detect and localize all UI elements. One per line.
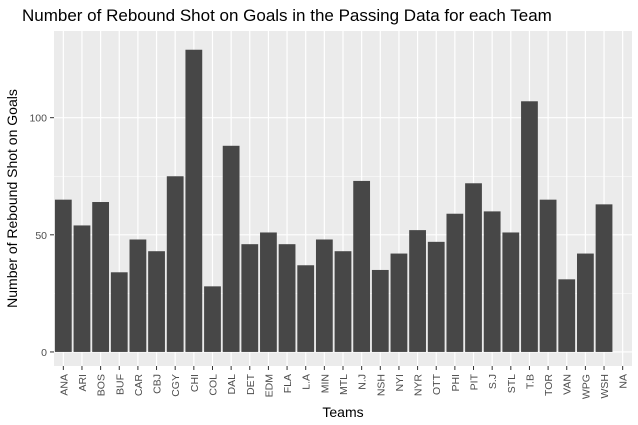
bar-phi bbox=[446, 213, 464, 352]
x-tick-label: EDM bbox=[263, 374, 275, 397]
bar-fla bbox=[278, 244, 296, 352]
bar-col bbox=[204, 286, 221, 352]
x-tick-label: BUF bbox=[114, 374, 126, 395]
x-tick-label: NA bbox=[618, 374, 630, 389]
x-tick-label: WPG bbox=[580, 374, 592, 399]
x-tick-label: VAN bbox=[562, 374, 574, 395]
x-tick-label: STL bbox=[506, 374, 518, 393]
x-tick-label: MTL bbox=[338, 374, 350, 395]
bar-det bbox=[241, 244, 259, 352]
bar-pit bbox=[465, 183, 482, 352]
x-tick-label: DET bbox=[245, 373, 257, 395]
x-axis-title: Teams bbox=[322, 404, 363, 420]
y-tick-label: 100 bbox=[29, 113, 47, 125]
bar-la bbox=[297, 265, 315, 352]
x-tick-label: COL bbox=[207, 374, 219, 396]
x-tick-label: CBJ bbox=[152, 374, 164, 394]
x-tick-label: CGY bbox=[170, 374, 182, 397]
x-tick-label: CAR bbox=[133, 374, 145, 397]
bar-van bbox=[558, 279, 576, 352]
bar-tb bbox=[521, 101, 538, 352]
bar-car bbox=[129, 239, 147, 352]
bar-tor bbox=[539, 199, 557, 352]
x-tick-label: DAL bbox=[226, 374, 238, 395]
bar-chi bbox=[185, 49, 203, 352]
x-tick-label: WSH bbox=[599, 374, 611, 399]
bar-stl bbox=[502, 232, 520, 352]
bar-bos bbox=[92, 202, 110, 352]
bar-ana bbox=[54, 199, 72, 352]
bar-nyr bbox=[409, 230, 426, 352]
bar-nyi bbox=[390, 253, 408, 352]
bar-wpg bbox=[576, 253, 594, 352]
x-tick-label: NSH bbox=[375, 374, 387, 396]
x-tick-label: NYI bbox=[394, 374, 406, 392]
x-tick-label: PHI bbox=[450, 374, 462, 392]
y-tick-label: 50 bbox=[35, 230, 47, 242]
bar-wsh bbox=[595, 204, 613, 352]
bar-buf bbox=[110, 272, 128, 352]
bar-nj bbox=[353, 180, 371, 352]
x-tick-label: T.B bbox=[524, 374, 536, 389]
bar-nsh bbox=[371, 269, 389, 352]
bars bbox=[54, 49, 613, 352]
bar-cgy bbox=[166, 176, 184, 352]
chart-title: Number of Rebound Shot on Goals in the P… bbox=[22, 6, 552, 25]
y-tick-label: 0 bbox=[41, 347, 47, 359]
x-tick-label: ANA bbox=[58, 374, 70, 396]
x-axis: ANA ARI BOS BUF CAR CBJ CGY CHI COL DAL DET EDM FLA L… bbox=[58, 366, 630, 399]
x-tick-label: ARI bbox=[77, 374, 89, 392]
x-tick-label: CHI bbox=[189, 374, 201, 392]
bar-dal bbox=[222, 145, 240, 352]
x-tick-label: N.J bbox=[357, 374, 369, 390]
y-axis: 0 50 100 bbox=[29, 113, 54, 359]
bar-edm bbox=[260, 232, 277, 352]
bar-mtl bbox=[334, 251, 352, 352]
bar-cbj bbox=[148, 251, 165, 352]
bar-ari bbox=[73, 225, 91, 352]
x-tick-label: BOS bbox=[96, 374, 108, 396]
bar-min bbox=[315, 239, 333, 352]
bar-ott bbox=[427, 241, 445, 352]
x-tick-label: MIN bbox=[319, 374, 331, 393]
x-tick-label: L.A bbox=[301, 374, 313, 390]
x-tick-label: OTT bbox=[431, 373, 443, 395]
bar-sj bbox=[483, 211, 501, 352]
x-tick-label: TOR bbox=[543, 374, 555, 396]
x-tick-label: PIT bbox=[469, 373, 481, 390]
x-tick-label: FLA bbox=[282, 374, 294, 393]
x-tick-label: NYR bbox=[413, 374, 425, 397]
x-tick-label: S.J bbox=[487, 374, 499, 389]
y-axis-title: Number of Rebound Shot on Goals bbox=[4, 89, 20, 308]
